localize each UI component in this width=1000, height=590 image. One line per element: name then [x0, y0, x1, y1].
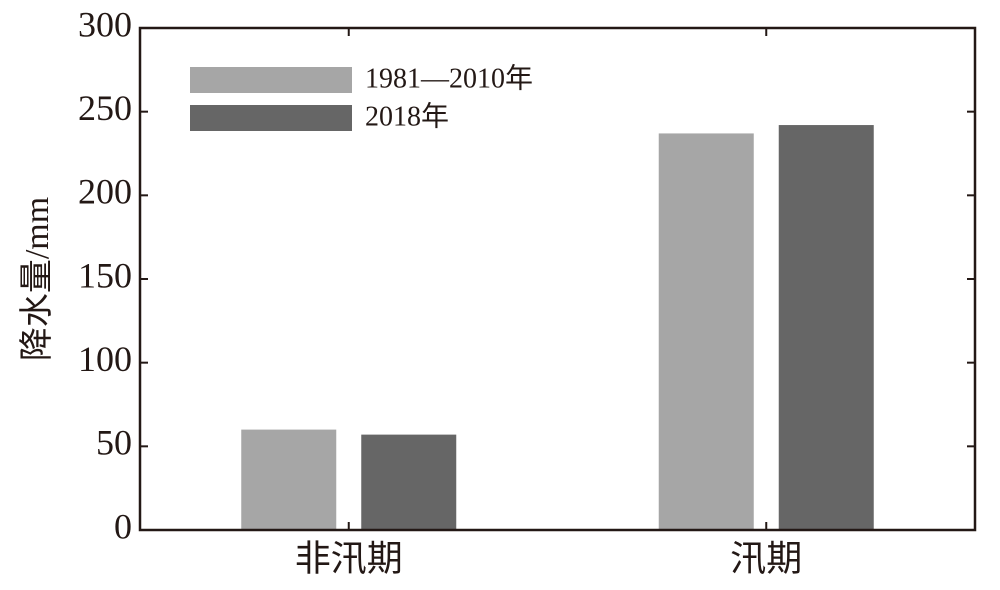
y-tick-label: 200 [78, 172, 132, 212]
x-tick-label: 汛期 [730, 538, 802, 578]
y-tick-label: 0 [114, 506, 132, 546]
y-tick-label: 100 [78, 339, 132, 379]
legend-label: 2018年 [365, 100, 449, 132]
bar [361, 434, 457, 530]
y-tick-label: 150 [78, 255, 132, 295]
legend-swatch [190, 67, 352, 93]
legend-swatch [190, 105, 352, 131]
y-tick-label: 300 [78, 4, 132, 44]
y-tick-label: 250 [78, 88, 132, 128]
y-axis-label: 降水量/mm [18, 197, 56, 361]
bar [778, 125, 874, 530]
plot-frame [138, 26, 977, 532]
y-tick-label: 50 [96, 423, 132, 463]
bar [241, 429, 337, 530]
legend-label: 1981—2010年 [365, 62, 533, 94]
x-tick-label: 非汛期 [295, 538, 403, 578]
bar [658, 133, 754, 531]
